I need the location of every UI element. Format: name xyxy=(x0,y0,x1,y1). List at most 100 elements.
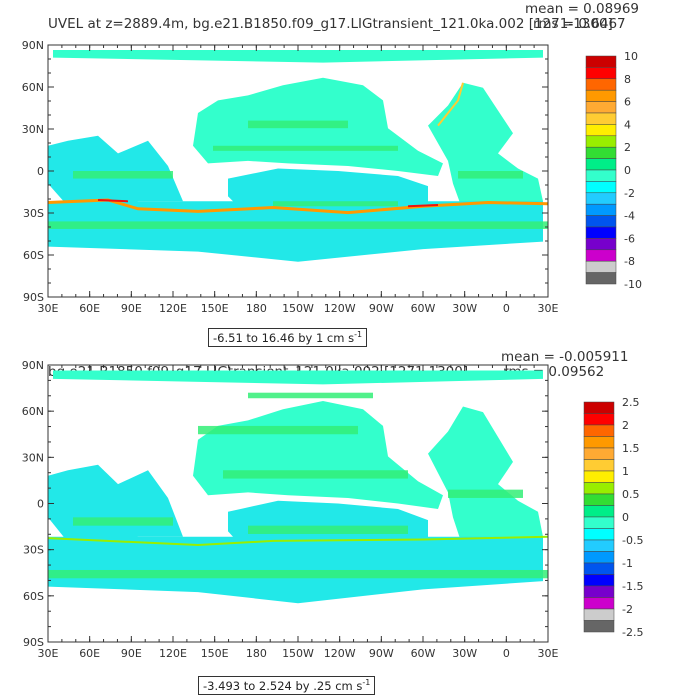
mean-stat: mean = 0.08969 xyxy=(525,1,640,17)
colorbar-label: 6 xyxy=(624,96,631,109)
arctic-ocean-band xyxy=(53,370,543,385)
colorbar-swatch xyxy=(583,539,615,552)
colorbar-label: 0.5 xyxy=(622,488,640,501)
lon-tick-label: 120W xyxy=(324,647,356,660)
lon-tick-label: 60E xyxy=(79,302,100,315)
acc-strong-current xyxy=(47,198,549,215)
lon-tick-label: 180 xyxy=(246,647,267,660)
colorbar-swatch xyxy=(585,146,617,159)
indian-ocean xyxy=(48,464,183,548)
colorbar-swatch xyxy=(583,551,615,564)
colorbar-label: -1 xyxy=(622,557,633,570)
lon-tick-label: 30E xyxy=(538,647,559,660)
lon-tick-label: 90E xyxy=(121,647,142,660)
rms-stat: rms = 0.6467 xyxy=(533,16,626,32)
panel-title: UVEL at z=2889.4m, bg.e21.B1850.f09_g17.… xyxy=(48,16,613,32)
colorbar-swatch xyxy=(585,55,617,68)
colorbar-label: 1 xyxy=(622,465,629,478)
lon-tick-label: 0 xyxy=(503,647,510,660)
mean-stat: mean = -0.005911 xyxy=(501,349,629,365)
lat-tick-label: 30N xyxy=(22,123,44,136)
lat-tick-label: 60S xyxy=(23,249,44,262)
arctic-ocean-band xyxy=(53,50,543,63)
contour-range-text: -3.493 to 2.524 by .25 cm s xyxy=(203,678,363,693)
acc-peak-current xyxy=(407,204,439,208)
colorbar-swatch xyxy=(585,272,617,285)
colorbar-swatch xyxy=(583,401,615,414)
colorbar-swatch xyxy=(583,597,615,610)
lat-tick-label: 30S xyxy=(23,207,44,220)
colorbar-swatch xyxy=(585,89,617,102)
lat-tick-label: 0 xyxy=(37,165,44,178)
colorbar-label: -1.5 xyxy=(622,580,643,593)
colorbar-label: 2 xyxy=(622,419,629,432)
colorbar-swatch xyxy=(583,585,615,598)
lat-tick-label: 90S xyxy=(23,636,44,649)
current-band xyxy=(248,525,408,534)
colorbar-label: -6 xyxy=(624,232,635,245)
contour-range-label: -6.51 to 16.46 by 1 cm s-1 xyxy=(208,328,368,347)
current-band xyxy=(73,171,173,179)
colorbar-swatch xyxy=(585,124,617,137)
lat-tick-label: 30S xyxy=(23,544,44,557)
colorbar-swatch xyxy=(583,424,615,437)
lon-tick-label: 60E xyxy=(79,647,100,660)
colorbar-swatch xyxy=(585,135,617,148)
colorbar-swatch xyxy=(585,101,617,114)
colorbar-swatch xyxy=(583,620,615,633)
current-band xyxy=(273,201,398,207)
lon-tick-label: 180 xyxy=(246,302,267,315)
lat-tick-label: 90S xyxy=(23,291,44,304)
current-band xyxy=(448,489,523,498)
current-band xyxy=(223,470,408,479)
atlantic-ocean xyxy=(428,406,543,554)
lon-tick-label: 150E xyxy=(201,647,229,660)
colorbar-swatch xyxy=(583,413,615,426)
colorbar-label: 4 xyxy=(624,118,631,131)
current-band xyxy=(213,145,398,151)
lon-tick-label: 120E xyxy=(159,647,187,660)
colorbar-swatch xyxy=(585,192,617,205)
colorbar-swatch xyxy=(583,562,615,575)
north-pacific-ocean xyxy=(193,401,443,509)
southern-ocean xyxy=(48,536,543,604)
colorbar-label: -2 xyxy=(624,187,635,200)
colorbar-swatch xyxy=(585,112,617,125)
colorbar-swatch xyxy=(583,528,615,541)
colorbar-label: -2 xyxy=(622,603,633,616)
current-band xyxy=(248,392,373,399)
current-band xyxy=(248,120,348,129)
western-boundary-current xyxy=(437,82,464,127)
lat-tick-label: 90N xyxy=(22,359,44,372)
colorbar-label: 2.5 xyxy=(622,396,640,409)
colorbar-swatch xyxy=(585,249,617,262)
lat-tick-label: 30N xyxy=(22,451,44,464)
lon-tick-label: 0 xyxy=(503,302,510,315)
colorbar-swatch xyxy=(585,158,617,171)
lon-tick-label: 60W xyxy=(411,302,436,315)
contour-range-label: -3.493 to 2.524 by .25 cm s-1 xyxy=(198,676,376,695)
colorbar-swatch xyxy=(585,67,617,80)
lon-tick-label: 90W xyxy=(369,647,394,660)
unit-superscript: -1 xyxy=(354,330,363,339)
colorbar-swatch xyxy=(583,608,615,621)
acc-current xyxy=(47,535,549,547)
colorbar-swatch xyxy=(585,203,617,216)
colorbar-swatch xyxy=(583,516,615,529)
colorbar-label: 10 xyxy=(624,50,638,63)
lat-tick-label: 0 xyxy=(37,498,44,511)
southern-ocean xyxy=(48,201,543,262)
colorbar-swatch xyxy=(583,493,615,506)
lat-tick-label: 60N xyxy=(22,81,44,94)
current-band xyxy=(458,171,523,179)
lon-tick-label: 120W xyxy=(324,302,356,315)
lon-tick-label: 60W xyxy=(411,647,436,660)
current-band xyxy=(48,569,548,579)
lon-tick-label: 30W xyxy=(452,302,477,315)
colorbar-swatch xyxy=(583,459,615,472)
current-band xyxy=(198,425,358,435)
colorbar-label: 0 xyxy=(622,511,629,524)
colorbar-swatch xyxy=(585,260,617,273)
colorbar-label: -4 xyxy=(624,210,635,223)
